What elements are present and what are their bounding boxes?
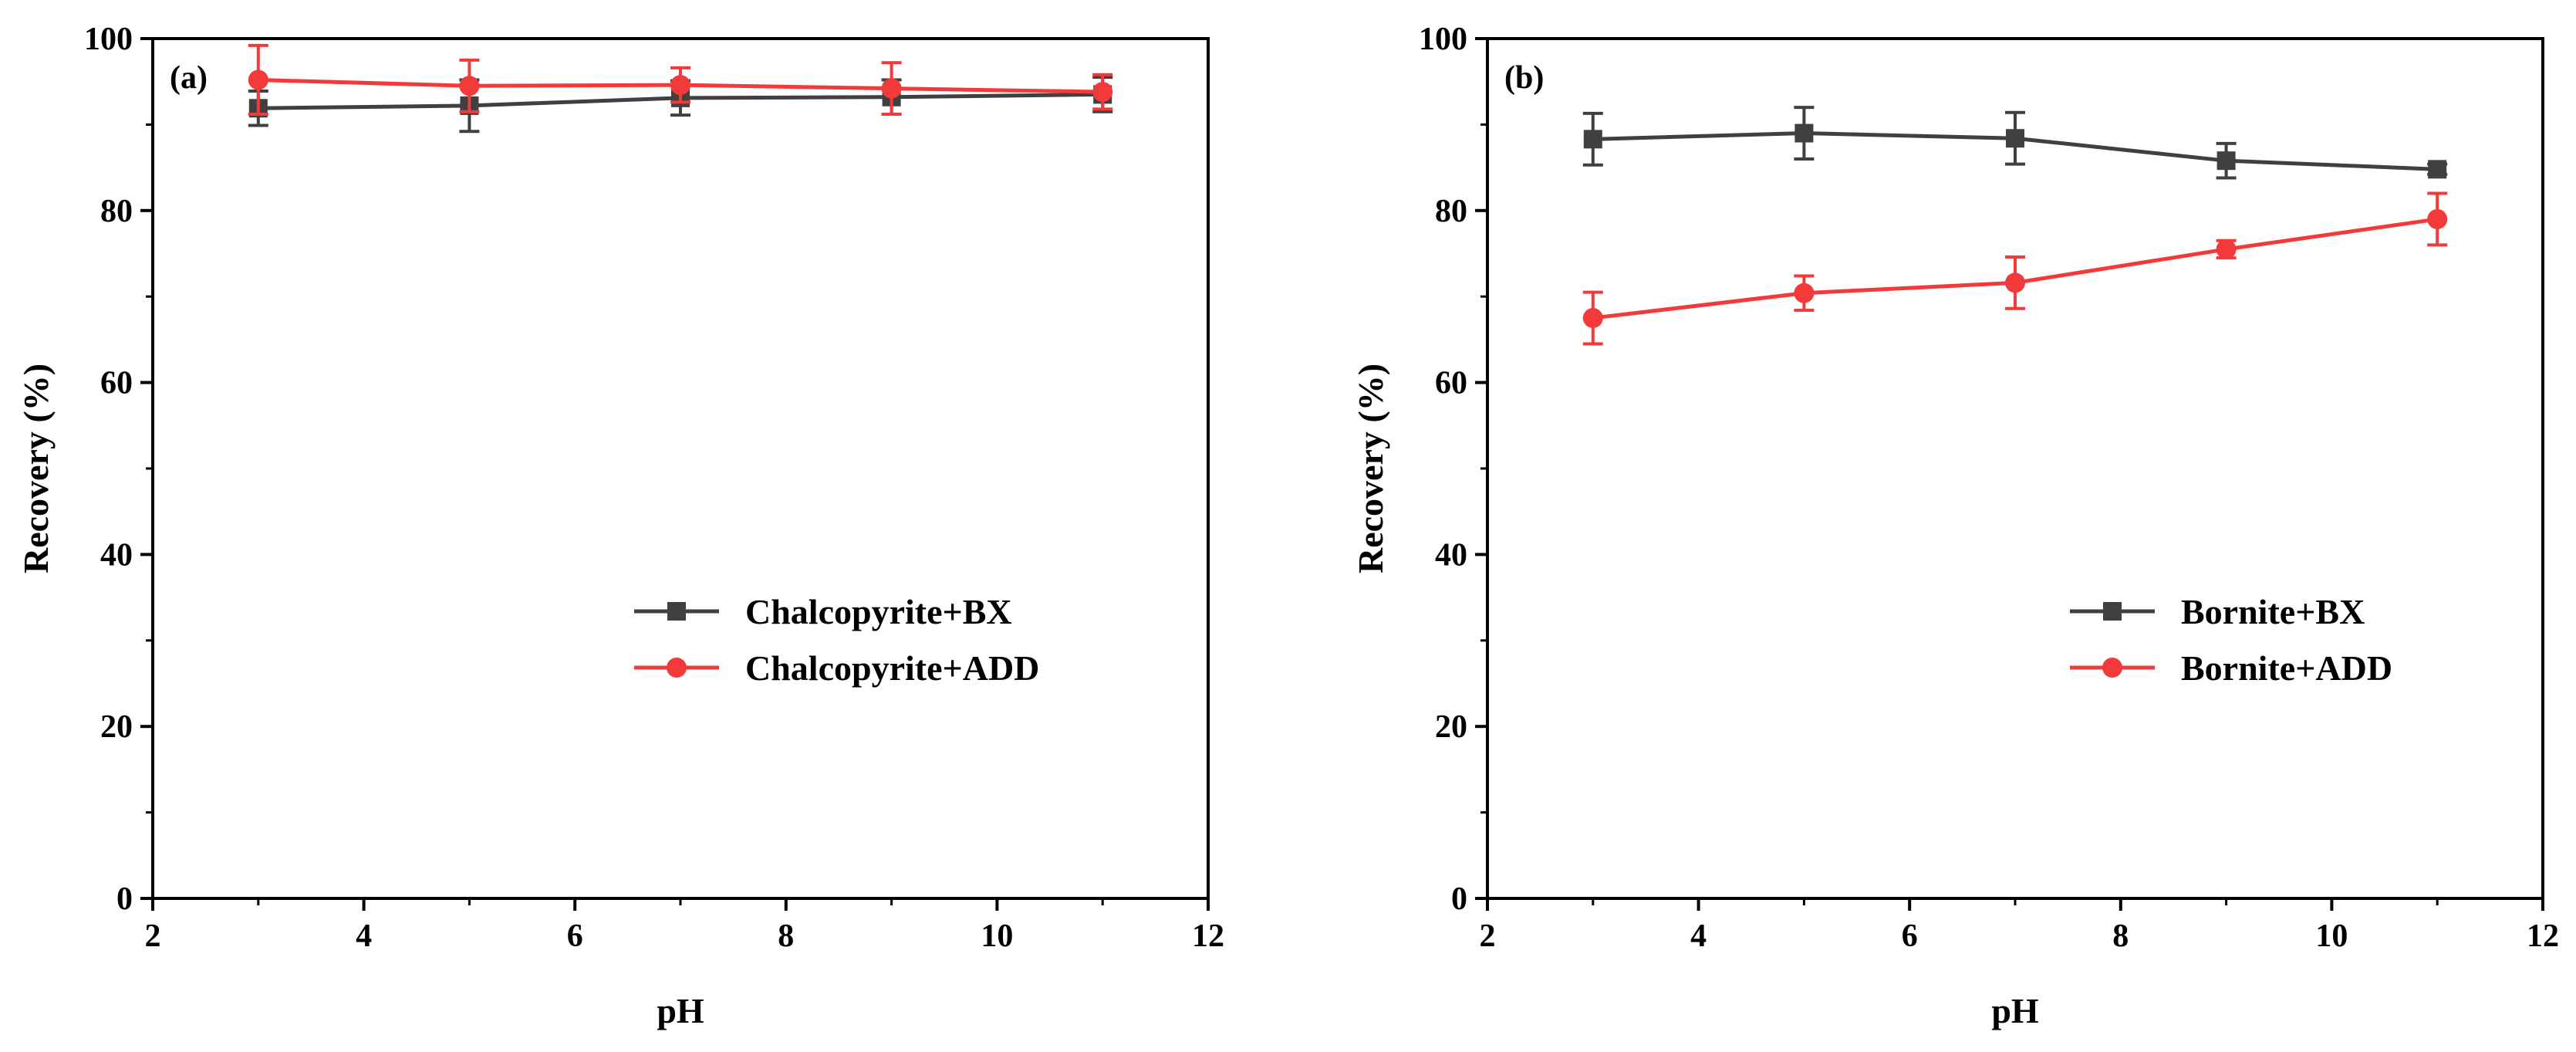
legend-marker-circle — [667, 658, 687, 678]
legend-label: Bornite+BX — [2181, 592, 2365, 631]
data-point-square — [1794, 123, 1814, 143]
x-tick-label: 8 — [2112, 918, 2129, 954]
y-tick-label: 100 — [84, 22, 133, 57]
x-tick-label: 10 — [981, 918, 1013, 954]
x-tick-label: 12 — [2527, 918, 2559, 954]
data-point-circle — [2005, 272, 2025, 293]
y-tick-label: 40 — [100, 537, 133, 573]
series-add — [1582, 191, 2448, 346]
data-point-square — [1583, 130, 1602, 149]
y-tick-label: 0 — [1451, 881, 1467, 917]
x-axis-title: pH — [657, 991, 704, 1030]
data-point-circle — [2427, 208, 2448, 229]
legend-label: Chalcopyrite+BX — [745, 592, 1012, 631]
data-point-circle — [1092, 82, 1113, 103]
y-tick-label: 60 — [100, 366, 133, 401]
data-point-circle — [459, 76, 480, 96]
y-axis-title: Recovery (%) — [1351, 364, 1390, 573]
data-point-circle — [1794, 282, 1815, 303]
panel-label: (a) — [170, 60, 208, 96]
x-tick-label: 4 — [356, 918, 372, 954]
x-tick-label: 6 — [567, 918, 583, 954]
legend-label: Bornite+ADD — [2181, 648, 2392, 688]
y-tick-label: 100 — [1419, 22, 1467, 57]
y-tick-label: 20 — [100, 709, 133, 745]
data-point-circle — [881, 78, 902, 99]
x-tick-label: 8 — [778, 918, 794, 954]
legend-marker-square — [667, 602, 686, 621]
legend-marker-square — [2103, 602, 2122, 621]
y-tick-label: 80 — [100, 194, 133, 229]
legend: Chalcopyrite+BX Chalcopyrite+ADD — [634, 592, 1039, 688]
y-tick-label: 0 — [116, 881, 133, 917]
data-point-circle — [670, 75, 690, 96]
panel-a: 2 4 6 8 10 12 0 20 40 60 80 100 pH Recovery (%) (a) Cha… — [16, 22, 1224, 1030]
x-tick-label: 6 — [1902, 918, 1918, 954]
data-point-circle — [248, 69, 268, 90]
panel-label: (b) — [1504, 60, 1544, 96]
x-axis-title: pH — [1991, 991, 2039, 1030]
x-tick-label: 2 — [1480, 918, 1496, 954]
data-point-square — [2216, 151, 2236, 171]
x-tick-label: 10 — [2315, 918, 2348, 954]
y-tick-label: 40 — [1435, 537, 1467, 573]
x-tick-label: 4 — [1690, 918, 1707, 954]
y-axis-title: Recovery (%) — [16, 364, 56, 573]
legend-marker-circle — [2102, 658, 2122, 678]
y-tick-label: 20 — [1435, 709, 1467, 745]
data-point-square — [2006, 129, 2024, 148]
data-point-circle — [2216, 238, 2237, 259]
y-tick-label: 60 — [1435, 366, 1467, 401]
legend: Bornite+BX Bornite+ADD — [2070, 592, 2392, 688]
x-tick-label: 2 — [145, 918, 161, 954]
legend-label: Chalcopyrite+ADD — [745, 648, 1039, 688]
panel-b: 2 4 6 8 10 12 0 20 40 60 80 100 pH Recovery (%) (b) Bor… — [1351, 22, 2559, 1030]
x-tick-label: 12 — [1192, 918, 1224, 954]
plot-frame — [151, 37, 1210, 900]
series-bx — [1582, 106, 2448, 180]
data-point-circle — [1582, 308, 1603, 329]
series-add — [248, 43, 1113, 117]
y-tick-label: 80 — [1435, 194, 1467, 229]
data-point-square — [2428, 160, 2447, 179]
